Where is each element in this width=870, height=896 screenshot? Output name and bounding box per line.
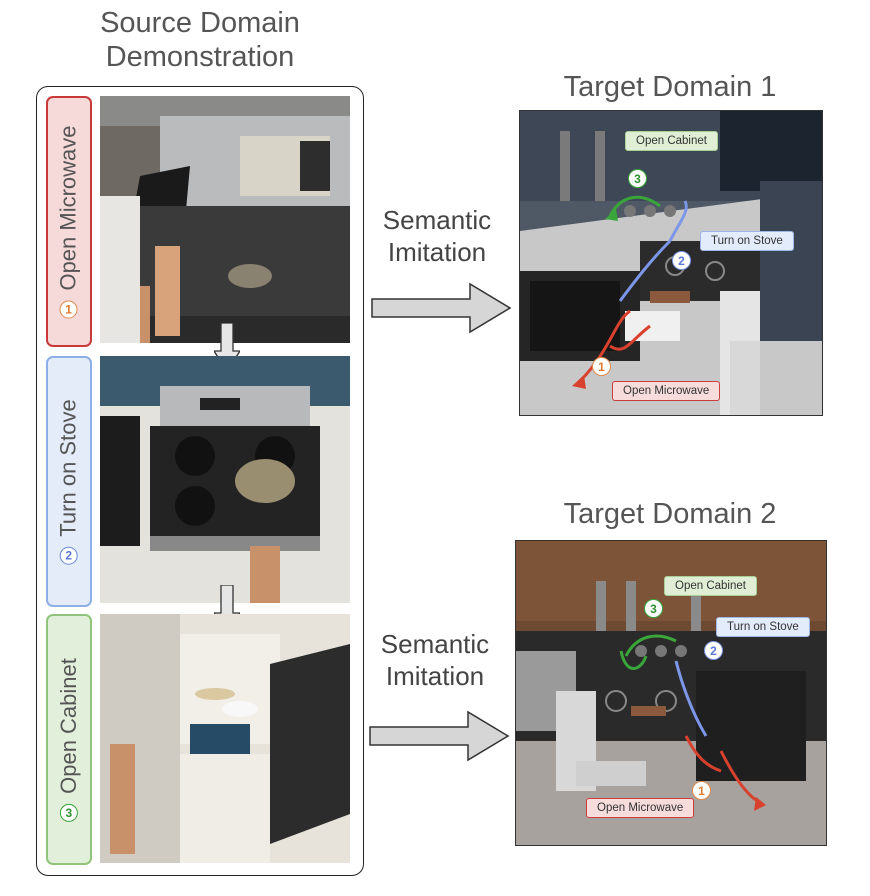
step-badge-1: 1 <box>692 781 711 800</box>
right-arrow-bottom <box>369 710 510 762</box>
step-number-3: 3 <box>60 803 79 822</box>
step-badge-2: 2 <box>704 641 723 660</box>
step-label-text: Turn on Stove <box>56 398 81 537</box>
tag-open-cabinet: Open Cabinet <box>625 131 718 151</box>
tag-turn-on-stove: Turn on Stove <box>700 231 794 251</box>
tag-open-microwave: Open Microwave <box>612 381 721 401</box>
step-badge-1: 1 <box>592 357 611 376</box>
semantic-imitation-line1: Semantic <box>380 629 490 659</box>
microwave-demo-photo <box>100 96 350 343</box>
step-badge-3: 3 <box>628 169 647 188</box>
step-badge-3: 3 <box>644 599 663 618</box>
step-label-text: Open Cabinet <box>56 657 82 794</box>
target-domain-2-scene: Open Cabinet Turn on Stove Open Microwav… <box>515 540 827 846</box>
semantic-imitation-line1: Semantic <box>382 205 492 235</box>
source-title-line2: Demonstration <box>105 41 295 73</box>
tag-open-cabinet: Open Cabinet <box>664 576 757 596</box>
semantic-imitation-line2: Imitation <box>385 661 485 691</box>
right-arrow-top <box>371 282 512 334</box>
tag-open-microwave: Open Microwave <box>586 798 695 818</box>
semantic-imitation-line2: Imitation <box>387 237 487 267</box>
tag-turn-on-stove: Turn on Stove <box>716 617 810 637</box>
semantic-imitation-label-bottom: Semantic Imitation <box>360 628 510 692</box>
step-badge-2: 2 <box>672 251 691 270</box>
semantic-imitation-label-top: Semantic Imitation <box>362 204 512 268</box>
source-title-line1: Source Domain <box>100 7 300 39</box>
step-label-open-microwave: 1 Open Microwave <box>46 96 92 347</box>
step-label-text: Open Microwave <box>56 124 82 291</box>
target-domain-1-scene: Open Cabinet Turn on Stove Open Microwav… <box>519 110 823 416</box>
step-number-1: 1 <box>60 300 79 319</box>
source-domain-title: Source Domain Demonstration <box>40 6 360 74</box>
cabinet-demo-photo <box>100 614 350 863</box>
step-label-turn-on-stove: 2 Turn on Stove <box>46 356 92 607</box>
step-number-2: 2 <box>60 546 78 565</box>
step-label-open-cabinet: 3 Open Cabinet <box>46 614 92 865</box>
target-domain-1-title: Target Domain 1 <box>563 71 777 103</box>
stove-demo-photo <box>100 356 350 603</box>
target-domain-2-title: Target Domain 2 <box>563 498 777 530</box>
